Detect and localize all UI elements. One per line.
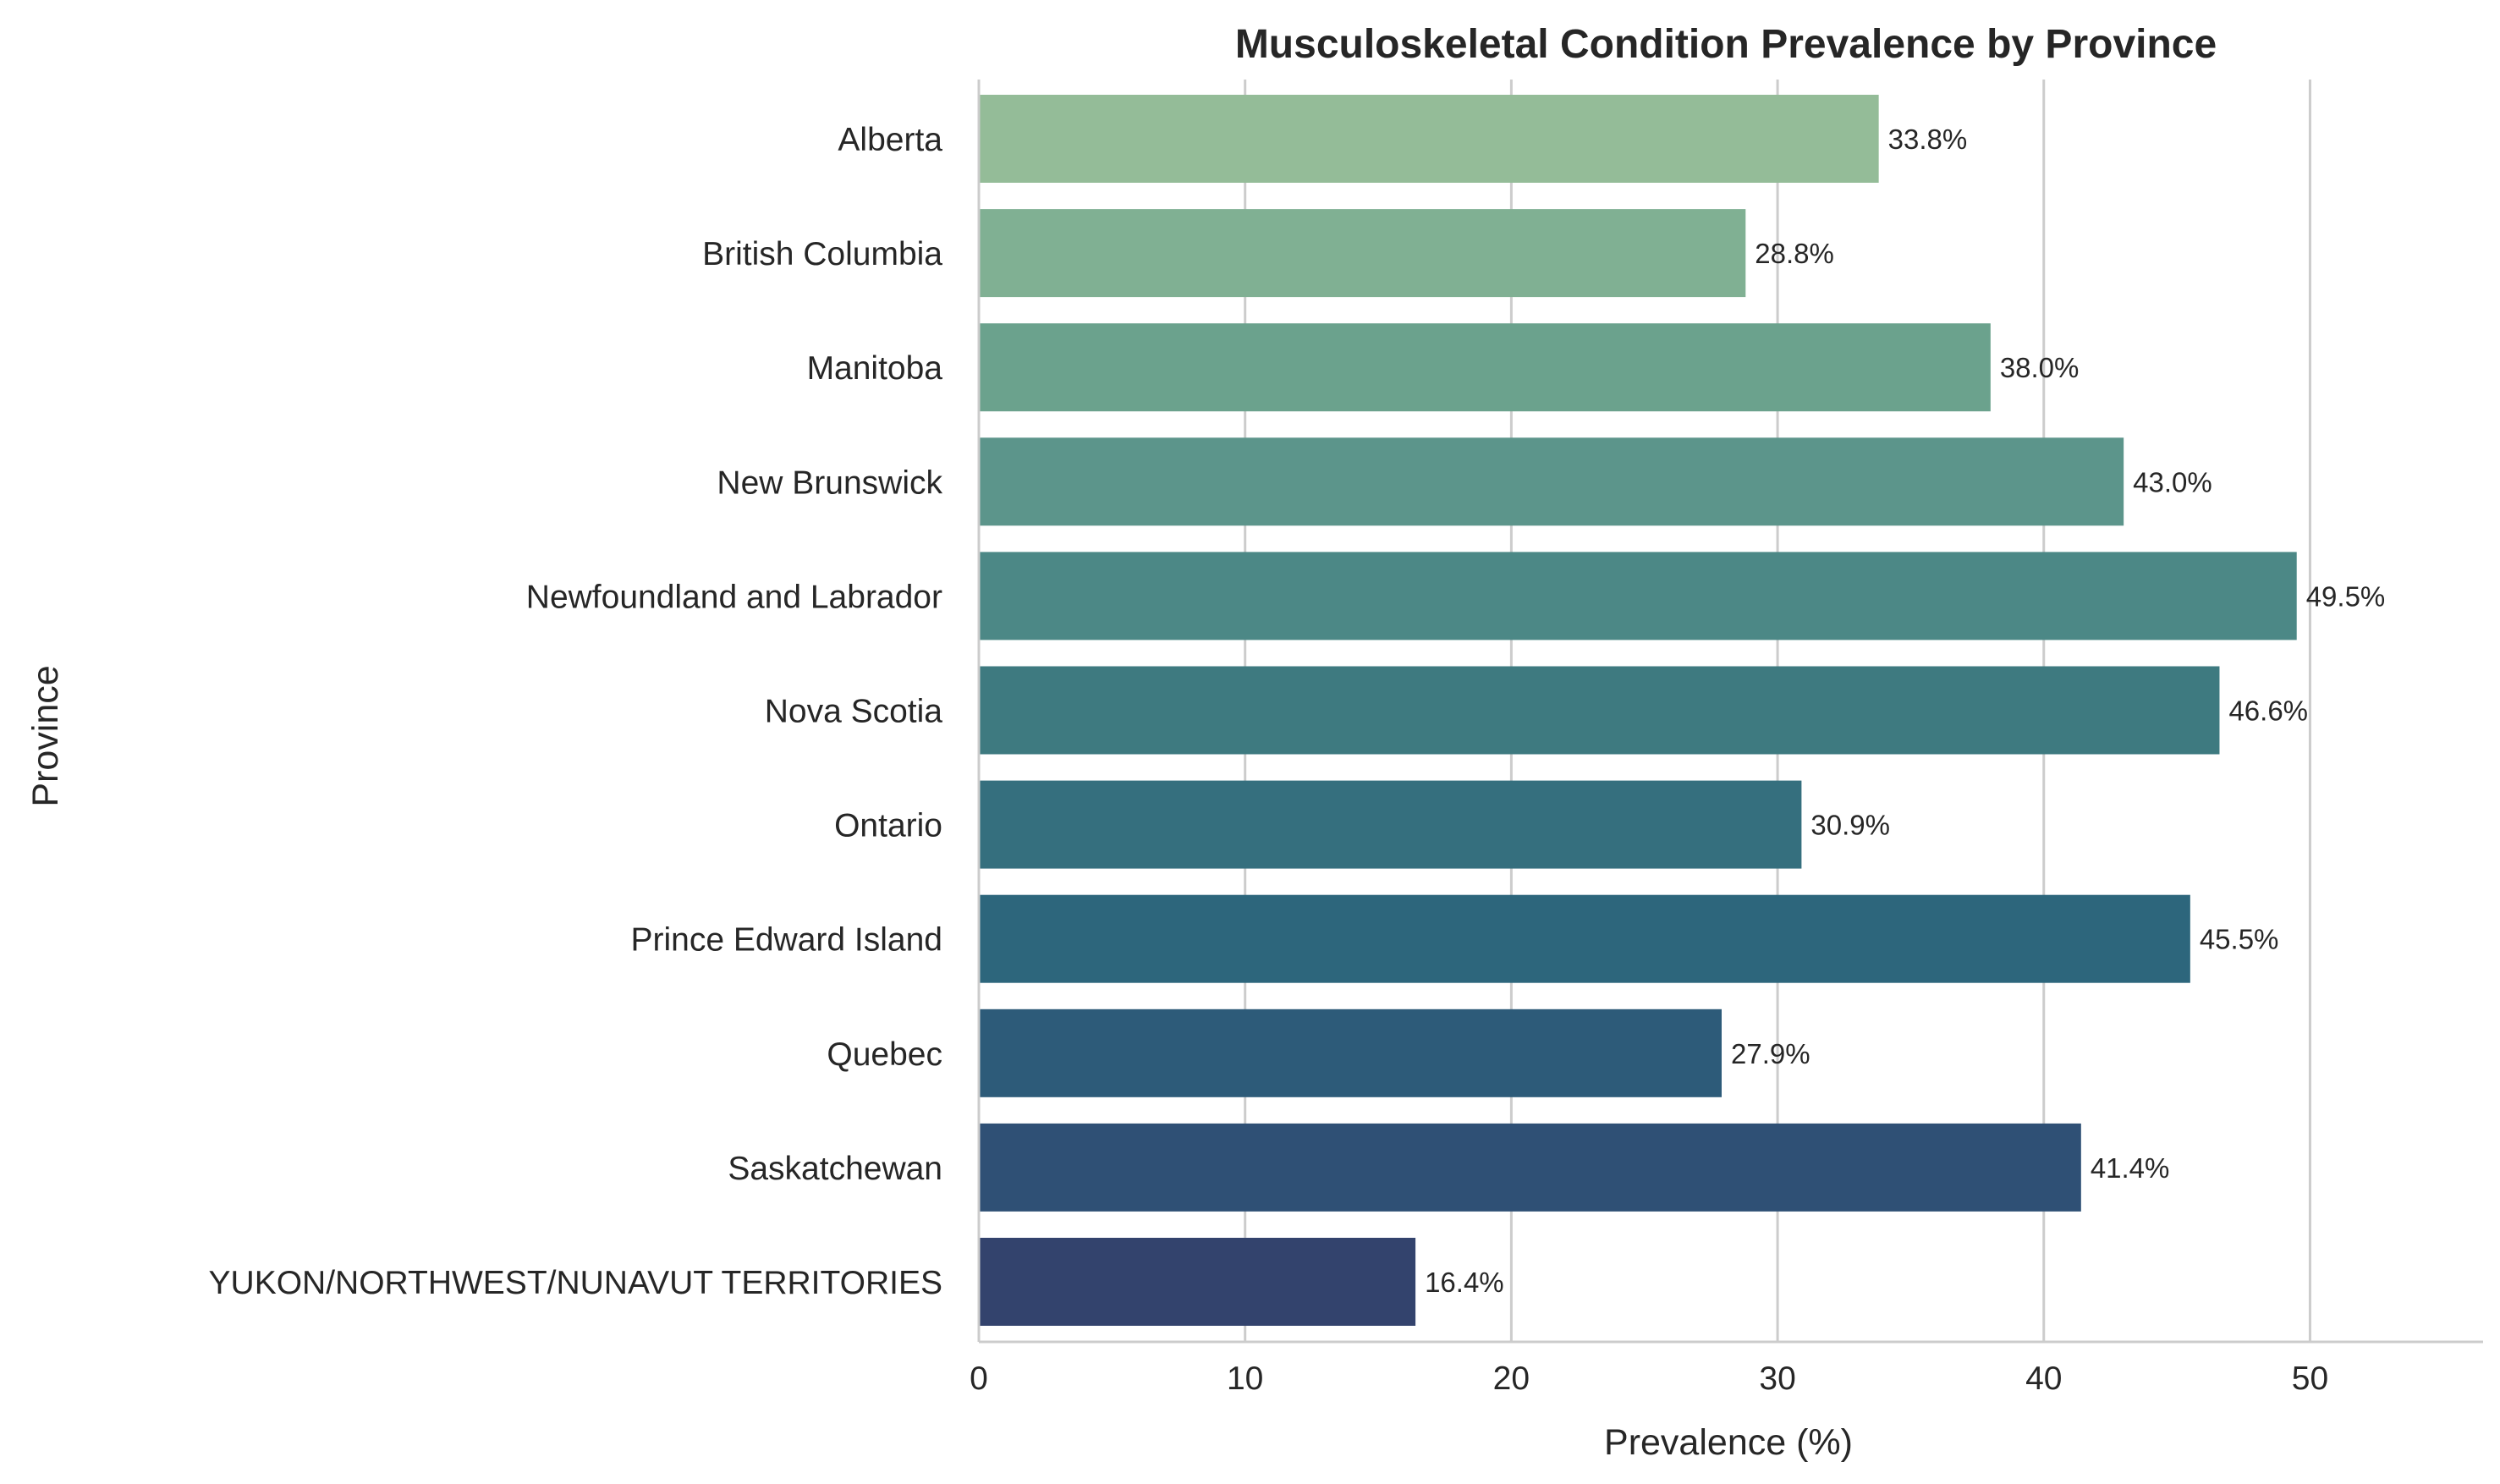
category-label: Nova Scotia	[765, 694, 943, 730]
data-label: 27.9%	[1731, 1038, 1810, 1069]
data-label: 33.8%	[1888, 124, 1968, 155]
x-tick-label: 10	[1227, 1360, 1263, 1397]
bar	[979, 894, 2190, 983]
category-label: Newfoundland and Labrador	[526, 579, 942, 615]
bar	[979, 666, 2220, 755]
x-tick-label: 0	[970, 1360, 988, 1397]
bar	[979, 1123, 2081, 1212]
category-label: Manitoba	[807, 350, 943, 387]
x-tick-label: 40	[2025, 1360, 2062, 1397]
data-label: 38.0%	[2000, 352, 2080, 383]
chart-title: Musculoskeletal Condition Prevalence by …	[1235, 22, 2217, 67]
category-label: New Brunswick	[717, 464, 942, 501]
category-label: British Columbia	[702, 236, 942, 272]
bar	[979, 780, 1802, 869]
bar	[979, 323, 1991, 412]
data-label: 28.8%	[1755, 238, 1834, 269]
category-label: YUKON/NORTHWEST/NUNAVUT TERRITORIES	[209, 1265, 942, 1301]
bar	[979, 209, 1746, 298]
bar	[979, 1238, 1416, 1326]
data-label: 30.9%	[1810, 810, 1890, 841]
data-label: 43.0%	[2133, 466, 2212, 497]
bar	[979, 552, 2297, 640]
bars	[979, 95, 2297, 1326]
category-label: Saskatchewan	[728, 1151, 942, 1187]
category-label: Quebec	[827, 1036, 942, 1073]
category-label: Ontario	[834, 808, 942, 844]
x-tick-label: 30	[1759, 1360, 1795, 1397]
data-label: 41.4%	[2091, 1152, 2170, 1184]
x-axis-title: Prevalence (%)	[1604, 1422, 1853, 1463]
y-axis-title: Province	[25, 665, 66, 806]
x-tick-label: 20	[1493, 1360, 1530, 1397]
category-label: Prince Edward Island	[630, 922, 942, 959]
data-label: 49.5%	[2306, 580, 2386, 612]
data-label: 45.5%	[2200, 924, 2279, 955]
data-label: 46.6%	[2228, 695, 2308, 727]
bar	[979, 95, 1879, 183]
labels: 0 10 20 30 40 50 Alberta 33.8% British Columbia 2…	[209, 122, 2386, 1397]
bar	[979, 1009, 1722, 1097]
category-label: Alberta	[838, 122, 942, 158]
data-label: 16.4%	[1425, 1267, 1504, 1298]
axes	[977, 80, 2483, 1344]
bar	[979, 437, 2124, 526]
x-tick-label: 50	[2292, 1360, 2328, 1397]
